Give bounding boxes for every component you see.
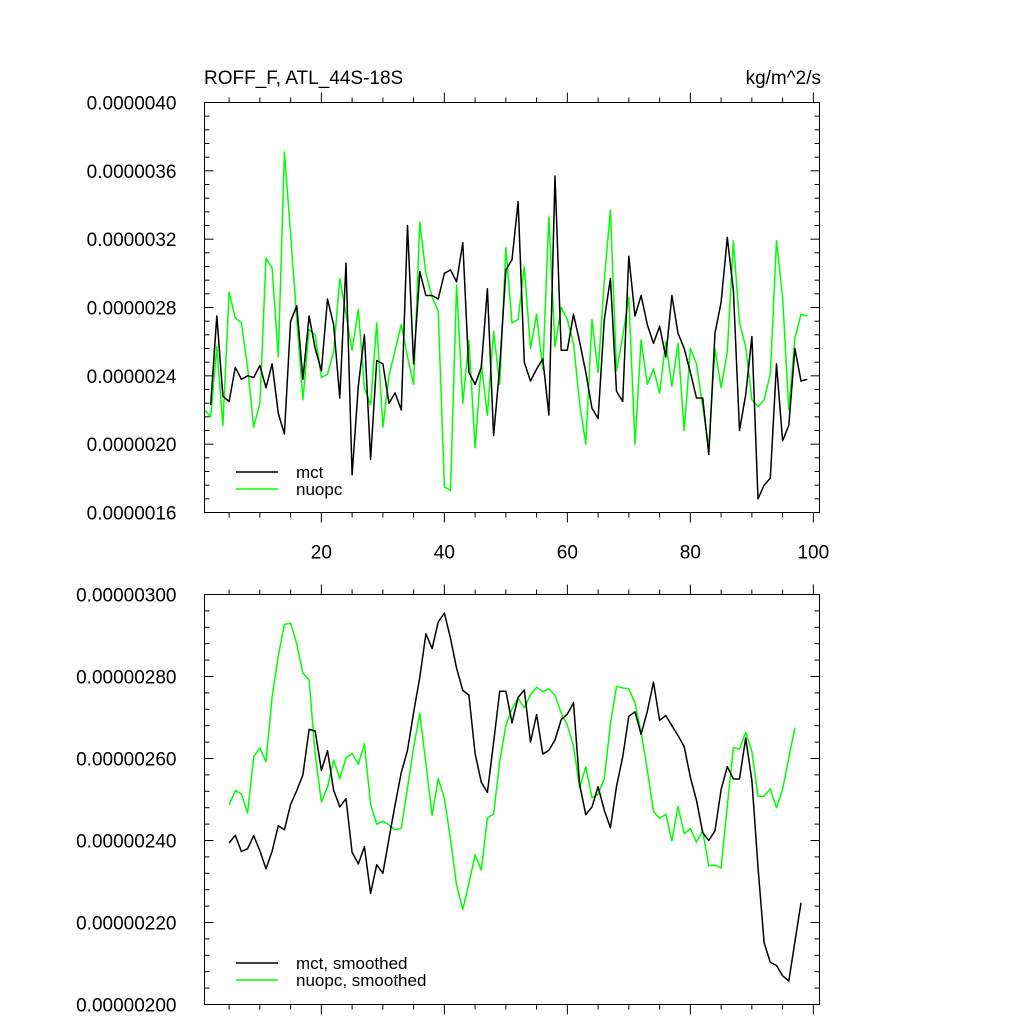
y-tick-label: 0.0000020 xyxy=(87,435,177,456)
x-tick-labels: 20 40 60 80 100 xyxy=(311,543,829,564)
y-tick-label: 0.0000036 xyxy=(87,162,177,183)
x-tick-label: 60 xyxy=(557,543,578,564)
x-tick-label: 80 xyxy=(680,543,701,564)
y-tick-label: 0.00000220 xyxy=(76,914,176,935)
y-tick-label: 0.0000040 xyxy=(87,94,177,115)
legend-label: mct, smoothed xyxy=(296,954,408,973)
bottom-panel: 0.00000200 0.00000220 0.00000240 0.00000260… xyxy=(76,584,820,1017)
x-tick-label: 40 xyxy=(434,543,455,564)
y-tick-label: 0.0000016 xyxy=(87,504,177,525)
y-tick-label: 0.00000240 xyxy=(76,832,176,853)
y-tick-label: 0.00000200 xyxy=(76,996,176,1017)
y-tick-label: 0.00000300 xyxy=(76,586,176,607)
series-line-nuopc-smoothed xyxy=(228,622,796,911)
x-tick-label: 100 xyxy=(797,543,829,564)
top-panel: ROFF_F, ATL_44S-18S kg/m^2/s 0.00000160.… xyxy=(87,68,830,564)
series-group xyxy=(203,151,808,500)
series-line-mct-smoothed xyxy=(228,612,802,982)
y-tick-label: 0.0000032 xyxy=(87,230,177,251)
y-tick-label: 0.0000024 xyxy=(87,367,177,388)
legend-label: nuopc, smoothed xyxy=(296,971,426,990)
legend-label: mct xyxy=(296,463,324,482)
plot-frame xyxy=(204,102,820,513)
legend-label: nuopc xyxy=(296,480,343,499)
y-tick-labels: 0.0000016 0.0000020 0.0000024 0.0000028 0.00… xyxy=(87,94,177,525)
series-group xyxy=(228,612,802,982)
x-tick-label: 20 xyxy=(311,543,332,564)
y-tick-label: 0.0000028 xyxy=(87,299,177,320)
chart-title: ROFF_F, ATL_44S-18S xyxy=(204,68,403,89)
units-label: kg/m^2/s xyxy=(746,68,821,89)
y-tick-label: 0.00000280 xyxy=(76,668,176,689)
y-tick-labels: 0.00000200 0.00000220 0.00000240 0.00000260… xyxy=(76,586,176,1017)
y-tick-label: 0.00000260 xyxy=(76,750,176,771)
plot-frame xyxy=(204,594,820,1005)
series-line-mct xyxy=(209,175,808,500)
